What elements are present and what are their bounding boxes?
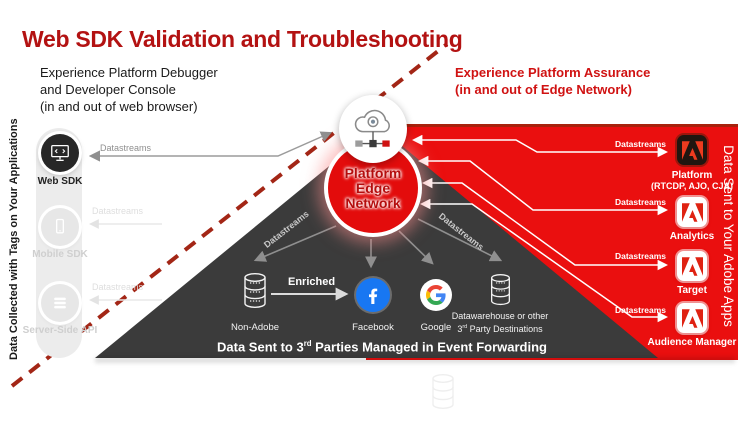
caption-post: Parties Managed in Event Forwarding bbox=[311, 339, 547, 355]
panel-drop-shadow bbox=[95, 357, 735, 363]
datawarehouse-label-line2-sup: rd bbox=[462, 324, 468, 330]
right-rail-vertical-label-text: Data Sent to Your Adobe Apps bbox=[721, 145, 736, 327]
datastreams-label-audience-manager: Datastreams bbox=[614, 305, 666, 315]
non-adobe-label: Non-Adobe bbox=[230, 322, 280, 333]
adobe-logo-icon bbox=[681, 308, 703, 328]
debugger-note-line3: (in and out of web browser) bbox=[40, 99, 198, 114]
assurance-note-line1: Experience Platform Assurance bbox=[455, 65, 651, 80]
event-forwarding-caption: Data Sent to 3rd Parties Managed in Even… bbox=[200, 339, 564, 354]
datawarehouse-label-line2-post: Party Destinations bbox=[467, 324, 543, 334]
audience-manager-app-label: Audience Manager bbox=[647, 337, 737, 348]
caption-sup: rd bbox=[303, 339, 312, 348]
edge-network-label-line3: Network bbox=[345, 194, 401, 211]
server-side-api-icon bbox=[41, 284, 79, 322]
edge-cloud-node bbox=[339, 95, 407, 163]
datastreams-label-websdk: Datastreams bbox=[100, 143, 152, 153]
non-adobe-node bbox=[242, 272, 268, 310]
debugger-note: Experience Platform Debugger and Develop… bbox=[40, 64, 218, 115]
edge-network-label-line1: Platform bbox=[344, 164, 402, 181]
platform-app-name: Platform bbox=[671, 170, 713, 181]
platform-app-label: Platform (RTCDP, AJO, CJA) bbox=[627, 170, 750, 192]
web-sdk-icon bbox=[41, 134, 79, 172]
platform-edge-network-node: Platform Edge Network bbox=[328, 143, 418, 233]
analytics-app-label: Analytics bbox=[669, 231, 715, 242]
audience-manager-app-tile bbox=[677, 303, 707, 333]
platform-app-tile bbox=[677, 135, 707, 165]
debugger-note-line2: and Developer Console bbox=[40, 82, 176, 97]
datawarehouse-node bbox=[489, 273, 512, 307]
google-node bbox=[420, 279, 452, 311]
google-icon bbox=[426, 285, 446, 305]
assurance-note: Experience Platform Assurance (in and ou… bbox=[455, 64, 650, 98]
right-rail-vertical-label: Data Sent to Your Adobe Apps bbox=[721, 136, 750, 327]
platform-app-subtitle: (RTCDP, AJO, CJA) bbox=[650, 181, 733, 191]
datastreams-label-platform: Datastreams bbox=[614, 139, 666, 149]
target-app-label: Target bbox=[677, 285, 707, 296]
adobe-logo-icon bbox=[681, 202, 703, 222]
database-icon bbox=[244, 273, 266, 309]
datawarehouse-label: Datawarehouse or other 3rd Party Destina… bbox=[445, 311, 555, 335]
debugger-note-line1: Experience Platform Debugger bbox=[40, 65, 218, 80]
mobile-phone-icon bbox=[56, 218, 64, 234]
monitor-code-icon bbox=[51, 145, 69, 161]
faded-database-icon bbox=[430, 372, 456, 412]
analytics-app-tile bbox=[677, 197, 707, 227]
adobe-logo-icon bbox=[681, 256, 703, 276]
caption-pre: Data Sent to 3 bbox=[217, 339, 304, 355]
cloud-network-icon bbox=[354, 109, 390, 148]
datawarehouse-label-line2: 3rd Party Destinations bbox=[445, 322, 555, 335]
datawarehouse-label-line2-pre: 3 bbox=[457, 324, 463, 334]
datastreams-label-mobile: Datastreams bbox=[92, 206, 144, 216]
edge-network-label-line2: Edge bbox=[355, 179, 391, 196]
google-label: Google bbox=[420, 322, 452, 333]
facebook-node bbox=[356, 278, 390, 312]
mobile-sdk-label: Mobile SDK bbox=[32, 249, 88, 260]
assurance-note-line2: (in and out of Edge Network) bbox=[455, 82, 632, 97]
datastreams-label-analytics: Datastreams bbox=[614, 197, 666, 207]
page-title: Web SDK Validation and Troubleshooting bbox=[22, 26, 463, 52]
target-app-tile bbox=[677, 251, 707, 281]
enriched-label: Enriched bbox=[288, 276, 336, 288]
mobile-sdk-icon bbox=[41, 208, 79, 246]
adobe-logo-icon bbox=[681, 140, 703, 160]
datastreams-label-target: Datastreams bbox=[614, 251, 666, 261]
server-side-api-label: Server-Side API bbox=[22, 325, 98, 336]
server-stack-icon bbox=[54, 297, 66, 309]
facebook-label: Facebook bbox=[352, 322, 394, 333]
web-sdk-label: Web SDK bbox=[37, 176, 83, 187]
database-icon bbox=[490, 274, 511, 306]
datawarehouse-label-line1: Datawarehouse or other bbox=[451, 311, 549, 321]
datastreams-label-server: Datastreams bbox=[92, 282, 144, 292]
facebook-icon bbox=[369, 288, 378, 304]
